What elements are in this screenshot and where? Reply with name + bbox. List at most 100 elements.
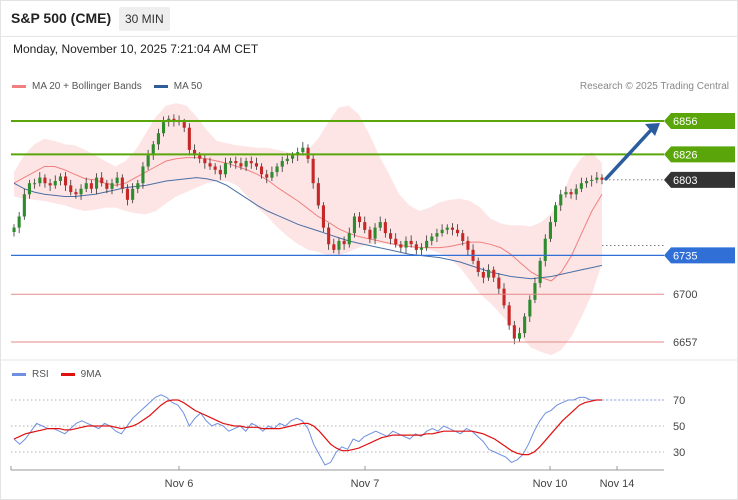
candle-body <box>394 238 398 245</box>
candle-body <box>203 158 207 164</box>
x-axis-label: Nov 10 <box>533 478 568 490</box>
candle-body <box>523 316 527 334</box>
candle-body <box>291 155 295 159</box>
rsi-tick-label-30: 30 <box>673 447 685 459</box>
candle-body <box>585 181 589 184</box>
candle-body <box>79 188 83 195</box>
candle-body <box>239 163 243 167</box>
candle-body <box>100 177 104 184</box>
price-level-tag-6856 <box>664 113 735 129</box>
chart-header: S&P 500 (CME) 30 MIN <box>0 0 738 37</box>
candle-body <box>450 227 454 230</box>
x-axis-label: Nov 7 <box>351 478 380 490</box>
candle-body <box>229 161 233 164</box>
price-level-tag-6803 <box>664 171 735 188</box>
candle-body <box>595 177 599 180</box>
candle-body <box>481 272 485 278</box>
candle-body <box>600 177 604 180</box>
candle-body <box>120 177 124 189</box>
candle-body <box>337 240 341 250</box>
candle-body <box>265 174 269 178</box>
x-axis-label: Nov 14 <box>600 478 635 490</box>
candle-body <box>404 240 408 248</box>
timeframe-button[interactable]: 30 MIN <box>119 7 170 31</box>
candle-body <box>358 216 362 223</box>
candle-body <box>198 155 202 159</box>
candle-body <box>445 227 449 230</box>
legend-ma50: MA 50 <box>153 81 203 92</box>
candle-body <box>172 118 176 121</box>
price-level-label-6735: 6735 <box>673 250 697 262</box>
price-level-label-6657: 6657 <box>673 337 697 349</box>
candle-body <box>528 299 532 317</box>
candle-body <box>193 149 197 156</box>
legend-ma20-label: MA 20 + Bollinger Bands <box>32 81 142 92</box>
candle-body <box>543 238 547 261</box>
candle-body <box>58 176 62 181</box>
candle-body <box>554 205 558 223</box>
candle-body <box>430 236 434 241</box>
candle-body <box>461 233 465 241</box>
candle-body <box>512 325 516 339</box>
candle-body <box>89 183 93 189</box>
forecast-arrow-head <box>645 123 660 136</box>
candle-body <box>254 163 258 167</box>
candle-body <box>378 222 382 228</box>
bollinger-band-area <box>14 103 602 356</box>
candle-body <box>383 222 387 234</box>
legend-ma20-swatch <box>12 85 26 88</box>
legend-ma50-label: MA 50 <box>173 81 203 92</box>
candle-body <box>456 229 460 234</box>
candle-body <box>574 188 578 195</box>
datetime-label: Monday, November 10, 2025 7:21:04 AM CET <box>13 42 259 56</box>
price-level-label-6826: 6826 <box>673 149 697 161</box>
candle-body <box>74 192 78 195</box>
legend-ma9-swatch <box>60 373 75 376</box>
x-axis-label: Nov 6 <box>165 478 194 490</box>
candle-body <box>548 222 552 239</box>
candle-body <box>533 283 537 300</box>
legend-ma9: 9MA <box>60 369 102 380</box>
candle-body <box>244 161 248 167</box>
candle-body <box>27 183 31 195</box>
price-legend: MA 20 + Bollinger Bands MA 50 <box>12 81 214 92</box>
candle-body <box>156 133 160 145</box>
candle-body <box>115 177 119 184</box>
rsi-ma9-line <box>13 399 602 456</box>
candle-body <box>538 260 542 284</box>
candle-body <box>497 277 501 289</box>
candle-body <box>105 183 109 189</box>
candle-body <box>492 269 496 278</box>
legend-rsi: RSI <box>12 369 49 380</box>
rsi-tick-label-70: 70 <box>673 395 685 407</box>
candle-body <box>48 183 52 186</box>
price-level-label-6803: 6803 <box>673 175 697 187</box>
candle-body <box>476 260 480 272</box>
candle-body <box>321 205 325 228</box>
rsi-tick-label-50: 50 <box>673 421 685 433</box>
price-level-label-6700: 6700 <box>673 289 697 301</box>
candle-body <box>64 176 68 186</box>
candle-body <box>33 183 37 185</box>
candle-body <box>208 163 212 167</box>
legend-ma9-label: 9MA <box>80 369 102 380</box>
candle-body <box>249 161 253 164</box>
candle-body <box>53 181 57 186</box>
candle-body <box>84 183 88 189</box>
symbol-title: S&P 500 (CME) <box>11 10 112 26</box>
candle-body <box>311 158 315 184</box>
candle-body <box>280 161 284 167</box>
candle-body <box>301 147 305 153</box>
candle-body <box>507 305 511 326</box>
candle-body <box>579 183 583 189</box>
candle-body <box>517 333 521 339</box>
credit-text: Research © 2025 Trading Central <box>579 81 729 92</box>
candle-body <box>435 233 439 237</box>
candle-body <box>559 194 563 206</box>
candle-body <box>131 188 135 200</box>
candle-body <box>502 288 506 306</box>
candle-body <box>260 166 264 175</box>
candle-body <box>141 166 145 184</box>
candle-body <box>389 233 393 239</box>
